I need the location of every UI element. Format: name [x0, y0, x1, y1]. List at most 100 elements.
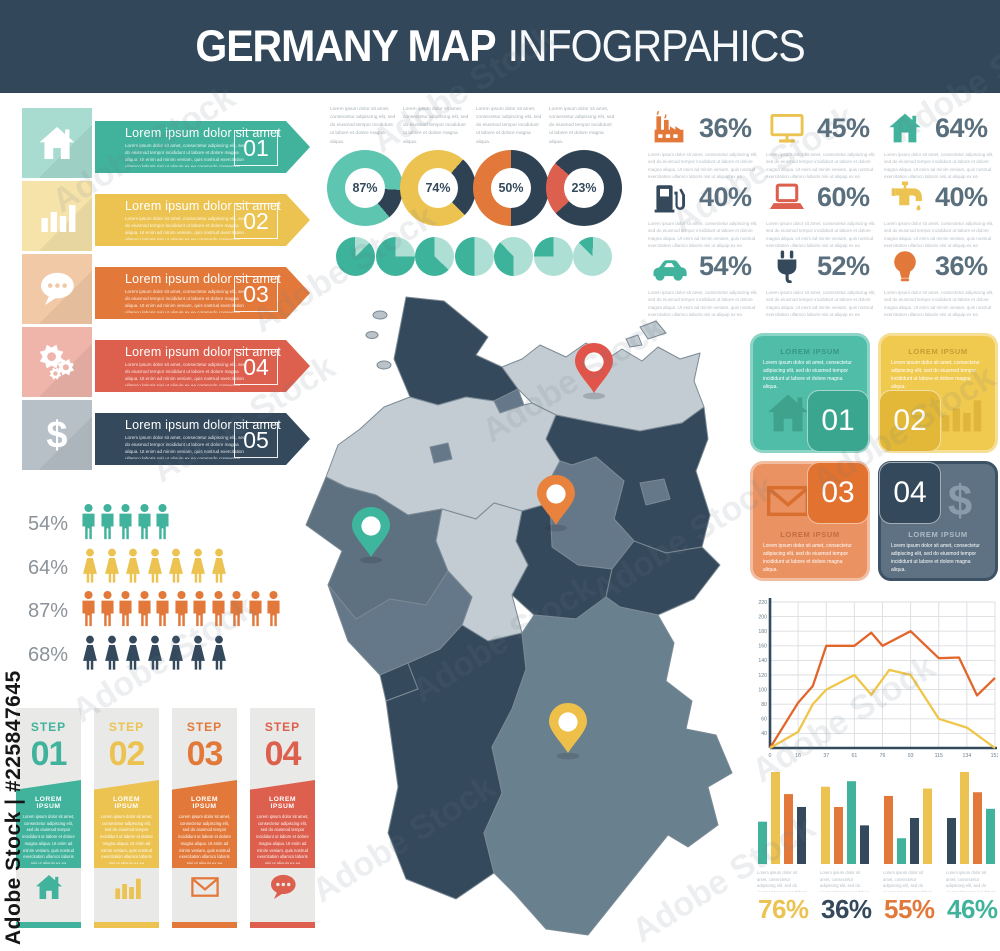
banner-icon-box [22, 254, 92, 324]
banner-number: 05 [234, 422, 278, 458]
female-figure-icon [104, 548, 119, 583]
male-figure-icon [156, 503, 169, 540]
page-title: GERMANY MAP INFOGRPAHICS [195, 21, 806, 72]
mini-pie-row [336, 237, 616, 277]
female-figure-icon [169, 635, 183, 670]
bar-group: Lorem ipsum dolor sit amet, consectetur … [943, 772, 999, 944]
bar-value: 36% [821, 894, 872, 924]
line-series-orange [769, 630, 996, 749]
square-title: LOREM IPSUM [908, 347, 968, 356]
home-icon [884, 110, 926, 146]
svg-text:200: 200 [758, 614, 767, 620]
stat-head: 52% [766, 246, 882, 286]
region-schleswig [393, 296, 519, 406]
mini-pie-chart [415, 237, 454, 276]
donut-column: Lorem ipsum dolor sit amet, consectetur … [473, 106, 549, 226]
stat-head: 64% [884, 108, 1000, 148]
step-number: 04 [264, 735, 302, 773]
stat-item: 40% Lorem ipsum dolor sit amet, consecte… [648, 177, 764, 250]
island [376, 360, 392, 370]
banner-arrow: Lorem ipsum dolor sit amet Lorem ipsum d… [95, 267, 310, 319]
step-strip [16, 922, 81, 928]
bar-group: Lorem ipsum dolor sit amet, consectetur … [880, 772, 936, 944]
svg-text:115: 115 [935, 753, 943, 759]
banner-text: Lorem ipsum dolor sit amet, consectetur … [125, 362, 246, 386]
donut-column: Lorem ipsum dolor sit amet, consectetur … [400, 106, 476, 226]
step-label: STEP [186, 720, 223, 734]
step-block-text: Lorem ipsum dolor sit amet, consectetur … [100, 814, 153, 864]
donut-chart-section: Lorem ipsum dolor sit amet, consectetur … [327, 106, 622, 231]
banner-text: Lorem ipsum dolor sit amet, consectetur … [125, 289, 246, 313]
female-figure-icon [83, 548, 97, 583]
female-figure-icon [83, 635, 97, 670]
bar-caption: Lorem ipsum dolor sit amet, consectetur … [757, 870, 806, 892]
adobe-stock-watermark: Adobe Stock | #225847645 [2, 670, 25, 945]
step-block: LOREM IPSUM Lorem ipsum dolor sit amet, … [250, 780, 315, 868]
banner-icon-box [22, 327, 92, 397]
factory-icon [648, 110, 690, 146]
location-pin-icon [575, 343, 613, 400]
info-squares: LOREM IPSUM Lorem ipsum dolor sit amet, … [750, 333, 1000, 583]
svg-text:180: 180 [758, 629, 767, 635]
donut-column: Lorem ipsum dolor sit amet, consectetur … [546, 106, 622, 226]
banner-text: Lorem ipsum dolor sit amet, consectetur … [125, 435, 246, 459]
banner-number: 01 [234, 130, 278, 166]
donut-value: 23% [564, 168, 604, 208]
banner-arrow: Lorem ipsum dolor sit amet Lorem ipsum d… [95, 340, 310, 392]
banner-item-01: Lorem ipsum dolor sit amet Lorem ipsum d… [20, 108, 320, 178]
male-figure-icon [82, 590, 95, 627]
step-number: 01 [30, 735, 68, 773]
banner-number: 04 [234, 349, 278, 385]
donut-caption: Lorem ipsum dolor sit amet, consectetur … [330, 107, 396, 145]
svg-text:93: 93 [908, 753, 914, 759]
step-strip [250, 922, 315, 928]
population-pictograph: 54% 64% 87% 68% [28, 487, 288, 687]
male-figure-icon [267, 590, 280, 627]
info-square-03: LOREM IPSUM Lorem ipsum dolor sit amet, … [750, 461, 870, 581]
island [639, 320, 667, 340]
island [365, 331, 379, 339]
male-figure-icon [137, 503, 151, 540]
pictograph-row: 87% [28, 590, 282, 631]
stat-value: 36% [699, 112, 752, 143]
donut-column: Lorem ipsum dolor sit amet, consectetur … [327, 106, 403, 226]
mini-pie-chart [375, 237, 415, 276]
svg-text:$: $ [46, 415, 67, 455]
square-number: 04 [879, 462, 941, 524]
svg-text:37: 37 [823, 753, 829, 759]
stat-caption: Lorem ipsum dolor sit amet, consectetur … [766, 152, 876, 180]
pictograph-value: 68% [28, 643, 69, 666]
banner-title: Lorem ipsum dolor sit amet [125, 199, 281, 213]
svg-text:153: 153 [991, 753, 998, 759]
fuel-icon [648, 179, 690, 215]
banner-icon-box [22, 181, 92, 251]
svg-text:$: $ [948, 478, 972, 524]
female-figure-icon [104, 635, 119, 670]
info-square-02: LOREM IPSUM Lorem ipsum dolor sit amet, … [878, 333, 998, 453]
banner-item-05: $ Lorem ipsum dolor sit amet Lorem ipsum… [20, 400, 320, 470]
square-number: 01 [807, 390, 869, 452]
home-icon [34, 872, 64, 902]
bar-caption: Lorem ipsum dolor sit amet, consectetur … [946, 870, 995, 892]
stat-value: 60% [817, 181, 870, 212]
banner-arrow: Lorem ipsum dolor sit amet Lorem ipsum d… [95, 413, 310, 465]
stat-caption: Lorem ipsum dolor sit amet, consectetur … [884, 221, 994, 249]
square-title: LOREM IPSUM [780, 530, 840, 539]
plug-icon [766, 248, 808, 284]
steps-section: STEP 01 LOREM IPSUM Lorem ipsum dolor si… [16, 708, 316, 936]
svg-text:0: 0 [769, 753, 772, 759]
stat-item: 64% Lorem ipsum dolor sit amet, consecte… [884, 108, 1000, 181]
page-title-light: INFOGRPAHICS [507, 21, 806, 71]
pictograph-figures [80, 503, 171, 544]
envelope-icon [190, 872, 220, 902]
step-column-02: STEP 02 LOREM IPSUM Lorem ipsum dolor si… [94, 708, 159, 928]
bar-value: 76% [758, 894, 809, 924]
square-number: 03 [807, 462, 869, 524]
banner-title: Lorem ipsum dolor sit amet [125, 345, 281, 359]
bar-chart-section: Lorem ipsum dolor sit amet, consectetur … [754, 772, 1000, 944]
pictograph-row: 68% [28, 634, 229, 675]
info-square-04: LOREM IPSUM Lorem ipsum dolor sit amet, … [878, 461, 998, 581]
female-figure-icon [147, 548, 162, 583]
step-strip [172, 922, 237, 928]
step-block-title: LOREM IPSUM [34, 796, 63, 810]
